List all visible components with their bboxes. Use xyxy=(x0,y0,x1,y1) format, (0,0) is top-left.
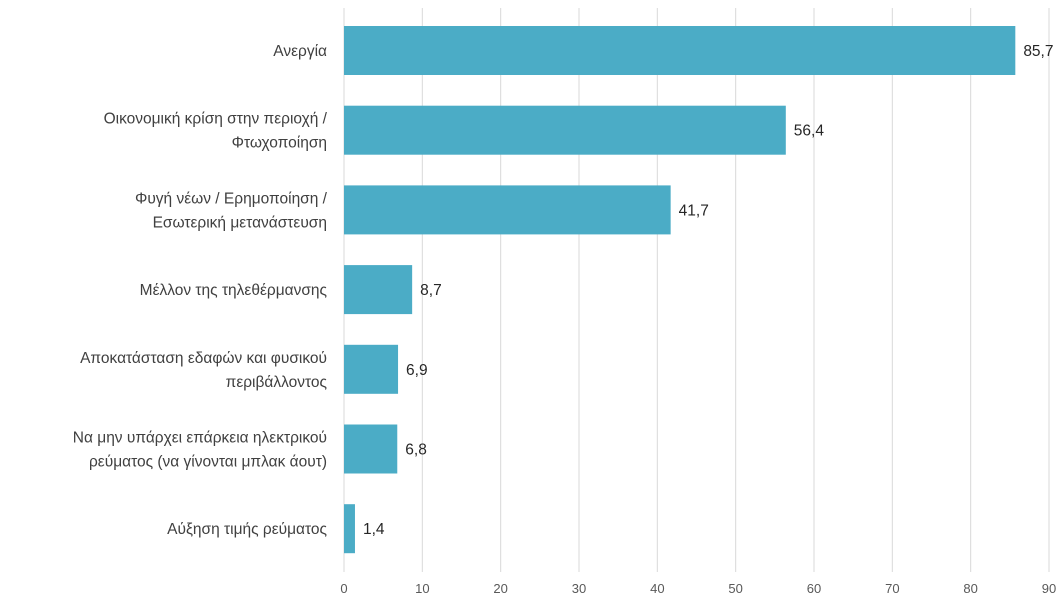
gridlines xyxy=(343,8,1050,572)
x-tick-label: 80 xyxy=(963,581,977,596)
bars xyxy=(344,26,1016,554)
category-label: Φυγή νέων / Ερημοποίηση / xyxy=(135,190,328,207)
category-label: Φτωχοποίηση xyxy=(232,135,327,152)
bar xyxy=(344,26,1016,75)
x-tick-label: 50 xyxy=(728,581,742,596)
data-label: 6,8 xyxy=(405,442,427,459)
category-label: Ανεργία xyxy=(273,43,327,60)
x-tick-label: 60 xyxy=(807,581,821,596)
category-label: Μέλλον της τηλεθέρμανσης xyxy=(140,282,327,299)
bar xyxy=(344,504,355,554)
x-axis-tick-labels: 0 10 20 30 40 50 60 70 80 90 xyxy=(340,581,1056,596)
data-label: 41,7 xyxy=(679,202,709,219)
bar xyxy=(344,105,786,155)
category-labels: Ανεργία Οικονομική κρίση στην περιοχή / Φτ… xyxy=(73,43,328,538)
x-tick-label: 90 xyxy=(1042,581,1056,596)
bar xyxy=(344,265,413,315)
data-label: 6,9 xyxy=(406,362,428,379)
data-label: 1,4 xyxy=(363,521,385,538)
data-label: 8,7 xyxy=(420,282,442,299)
x-tick-label: 10 xyxy=(415,581,429,596)
category-label: περιβάλλοντος xyxy=(226,374,327,391)
category-label: Εσωτερική μετανάστευση xyxy=(153,214,327,231)
x-tick-label: 70 xyxy=(885,581,899,596)
bar xyxy=(344,424,398,474)
x-tick-label: 0 xyxy=(340,581,347,596)
value-labels: 85,7 56,4 41,7 8,7 6,9 6,8 1,4 xyxy=(363,43,1054,538)
category-label: Αποκατάσταση εδαφών και φυσικού xyxy=(80,350,327,367)
category-label: Αύξηση τιμής ρεύματος xyxy=(167,521,327,538)
bar xyxy=(344,185,671,235)
data-label: 85,7 xyxy=(1023,43,1053,60)
data-label: 56,4 xyxy=(794,123,825,140)
bar xyxy=(344,344,399,394)
x-tick-label: 30 xyxy=(572,581,586,596)
x-tick-label: 20 xyxy=(493,581,507,596)
category-label: Οικονομική κρίση στην περιοχή / xyxy=(104,111,328,128)
category-label: Να μην υπάρχει επάρκεια ηλεκτρικού xyxy=(73,430,327,447)
x-tick-label: 40 xyxy=(650,581,664,596)
category-label: ρεύματος (να γίνονται μπλακ άουτ) xyxy=(89,454,327,471)
